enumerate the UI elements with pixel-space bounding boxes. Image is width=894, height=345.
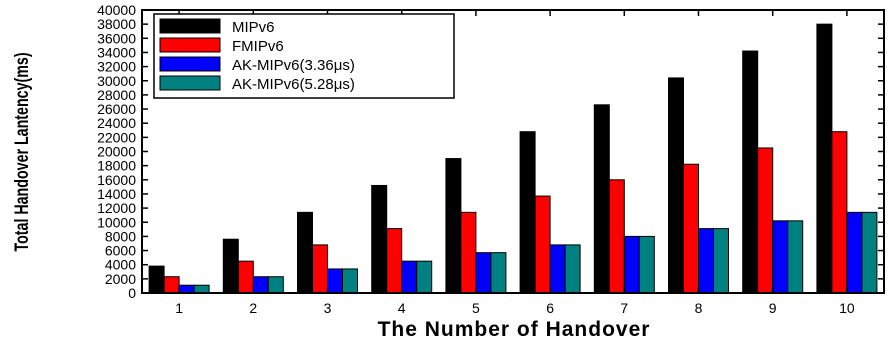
- bar-2-8: [683, 163, 699, 294]
- bar-1-7: [593, 104, 610, 294]
- bar-3-1: [178, 284, 195, 294]
- bar-1-1: [148, 265, 165, 294]
- x-tick-label: 8: [695, 300, 703, 316]
- bar-4-5: [490, 252, 507, 294]
- y-tick-label: 22000: [97, 129, 136, 145]
- legend-swatch: [159, 56, 221, 72]
- y-tick-label: 38000: [97, 16, 136, 32]
- y-tick-label: 4000: [105, 257, 136, 273]
- legend-label: AK-MIPv6(3.36μs): [232, 57, 355, 74]
- y-tick-label: 12000: [97, 200, 136, 216]
- bar-1-3: [297, 211, 313, 294]
- bar-3-5: [475, 252, 492, 294]
- y-tick-label: 8000: [105, 228, 136, 244]
- bar-1-8: [668, 77, 684, 294]
- y-tick-label: 2000: [105, 271, 136, 287]
- legend: MIPv6 FMIPv6 AK-MIPv6(3.36μs) AK-MIPv6(5.28…: [153, 13, 455, 99]
- bar-3-3: [327, 268, 343, 294]
- y-tick-label: 20000: [97, 144, 136, 160]
- legend-label: FMIPv6: [232, 38, 284, 55]
- bar-1-10: [816, 23, 833, 294]
- bar-4-7: [638, 235, 655, 294]
- y-tick-label: 18000: [97, 158, 136, 174]
- y-tick-label: 36000: [97, 30, 136, 46]
- x-tick-label: 5: [472, 300, 480, 316]
- bar-2-9: [757, 147, 774, 294]
- y-tick-label: 14000: [97, 186, 136, 202]
- legend-label: AK-MIPv6(5.28μs): [232, 76, 355, 93]
- bar-3-10: [846, 211, 863, 294]
- x-axis: 1 2 3 4 5 6 7 8 9 10: [175, 10, 855, 316]
- bar-3-4: [401, 260, 418, 294]
- y-tick-label: 24000: [97, 115, 136, 131]
- bar-1-5: [445, 158, 462, 294]
- x-tick-label: 4: [398, 300, 406, 316]
- bar-2-7: [608, 179, 625, 294]
- x-tick-label: 1: [175, 300, 183, 316]
- bar-2-10: [831, 131, 848, 294]
- y-axis: 0200040006000800010000120001400016000180…: [97, 2, 884, 301]
- y-tick-label: 32000: [97, 59, 136, 75]
- bar-4-2: [267, 276, 284, 294]
- bar-3-6: [549, 244, 566, 294]
- bar-1-6: [519, 131, 536, 294]
- legend-label: MIPv6: [232, 19, 275, 36]
- bar-4-9: [787, 220, 804, 294]
- y-tick-label: 30000: [97, 73, 136, 89]
- legend-swatch: [159, 18, 221, 34]
- bar-4-6: [564, 244, 581, 294]
- bar-3-9: [772, 220, 789, 294]
- y-tick-label: 28000: [97, 87, 136, 103]
- bar-1-9: [742, 50, 759, 294]
- bar-4-1: [193, 284, 210, 294]
- y-axis-title: Total Handover Lantency(ms): [11, 52, 32, 251]
- y-tick-label: 34000: [97, 44, 136, 60]
- bar-3-7: [623, 235, 640, 294]
- x-tick-label: 6: [546, 300, 554, 316]
- bars-layer: [148, 23, 878, 294]
- bar-2-4: [386, 228, 403, 294]
- y-tick-label: 0: [128, 285, 136, 301]
- y-tick-label: 6000: [105, 243, 136, 259]
- bar-1-2: [222, 238, 239, 294]
- bar-2-1: [163, 276, 180, 294]
- bar-2-2: [237, 260, 254, 294]
- x-tick-label: 10: [839, 300, 855, 316]
- x-tick-label: 3: [324, 300, 332, 316]
- y-tick-label: 16000: [97, 172, 136, 188]
- bar-4-10: [861, 211, 878, 294]
- bar-4-8: [713, 228, 729, 294]
- x-axis-title: The Number of Handover: [378, 318, 651, 341]
- bar-4-3: [342, 268, 358, 294]
- x-tick-label: 7: [620, 300, 628, 316]
- legend-swatch: [159, 75, 221, 91]
- bar-3-8: [698, 228, 714, 294]
- bar-4-4: [416, 260, 433, 294]
- x-tick-label: 9: [769, 300, 777, 316]
- legend-swatch: [159, 37, 221, 53]
- y-tick-label: 40000: [97, 2, 136, 18]
- x-tick-label: 2: [249, 300, 257, 316]
- bar-1-4: [371, 184, 388, 294]
- bar-2-3: [312, 244, 328, 294]
- bar-2-6: [534, 195, 551, 294]
- y-tick-label: 26000: [97, 101, 136, 117]
- y-tick-label: 10000: [97, 214, 136, 230]
- bar-3-2: [252, 276, 269, 294]
- bar-2-5: [460, 211, 477, 294]
